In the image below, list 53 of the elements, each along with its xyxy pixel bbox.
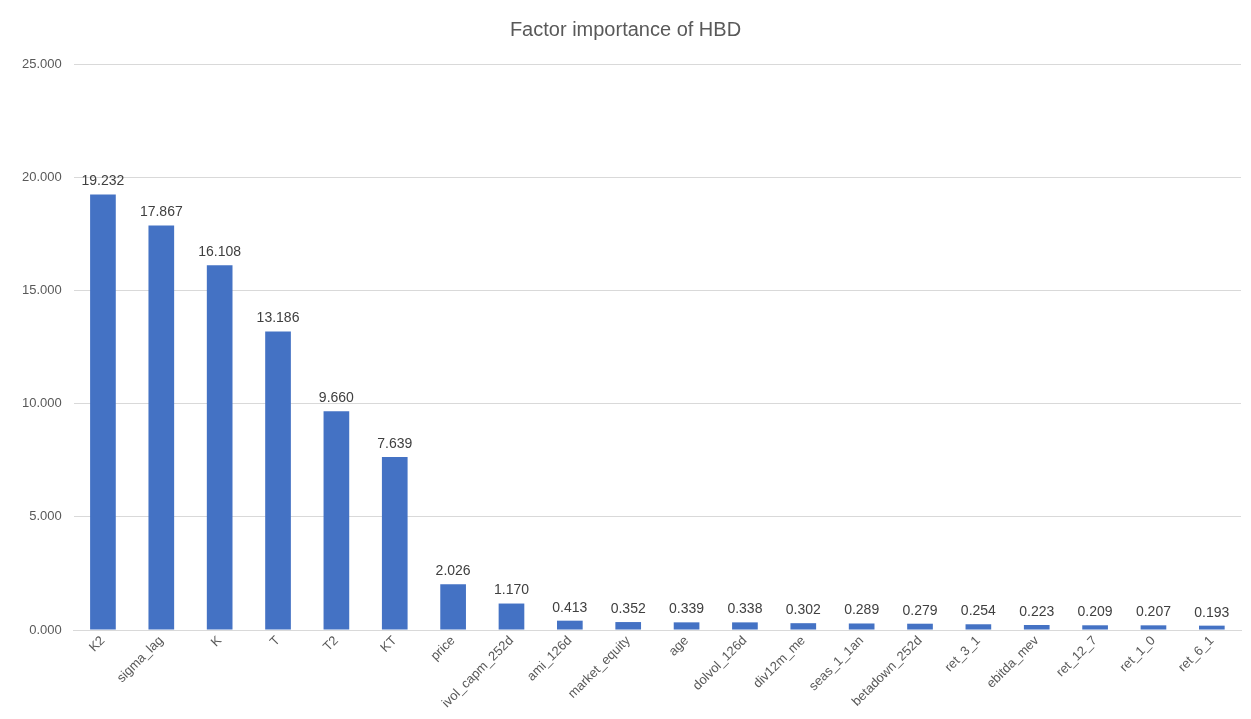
y-tick-label: 0.000 — [29, 621, 62, 637]
bar — [965, 624, 992, 630]
bar — [1140, 625, 1167, 630]
data-label: 19.232 — [81, 172, 125, 189]
bar — [848, 623, 875, 630]
bar — [557, 620, 583, 630]
y-tick-label: 15.000 — [22, 281, 62, 297]
y-tick-label: 25.000 — [22, 55, 62, 71]
data-label: 0.352 — [610, 599, 646, 616]
chart-title: Factor importance of HBD — [509, 17, 742, 40]
data-label: 0.254 — [960, 602, 997, 619]
x-tick-label: T — [266, 632, 283, 649]
bar — [265, 331, 291, 630]
data-label: 7.639 — [377, 434, 413, 451]
data-label: 0.289 — [844, 601, 880, 618]
bar — [615, 622, 642, 630]
data-label: 0.223 — [1019, 602, 1055, 619]
bar — [1082, 625, 1108, 630]
data-label: 9.660 — [318, 389, 355, 406]
bar — [206, 265, 233, 630]
x-tick-label: T2 — [319, 632, 342, 654]
bar — [1023, 624, 1050, 630]
x-tick-label: K2 — [85, 632, 108, 655]
data-label: 0.207 — [1135, 603, 1172, 620]
data-label: 16.108 — [198, 243, 242, 260]
data-label: 0.193 — [1194, 603, 1230, 620]
bar — [323, 411, 350, 630]
y-tick-label: 10.000 — [22, 395, 62, 411]
data-label: 0.338 — [727, 600, 763, 617]
data-label: 2.026 — [435, 562, 471, 579]
bar — [732, 622, 758, 630]
bar — [1198, 625, 1225, 630]
data-label: 0.413 — [552, 598, 588, 615]
x-tick-label: KT — [377, 632, 400, 655]
data-label: 0.339 — [669, 600, 705, 617]
x-tick-label: age — [665, 632, 692, 659]
y-tick-label: 5.000 — [29, 508, 62, 524]
bar — [907, 623, 933, 630]
bar — [381, 457, 408, 630]
data-label: 0.209 — [1077, 603, 1113, 620]
bar — [790, 623, 817, 630]
bar — [498, 603, 525, 630]
data-label: 0.302 — [785, 601, 822, 618]
bar — [673, 622, 700, 630]
y-tick-label: 20.000 — [22, 168, 62, 184]
data-label: 17.867 — [139, 203, 183, 220]
data-label: 0.279 — [902, 601, 938, 618]
bar — [440, 584, 466, 630]
bar — [90, 194, 116, 630]
data-label: 1.170 — [493, 581, 530, 598]
data-label: 13.186 — [256, 309, 300, 326]
bar — [148, 225, 175, 630]
x-tick-label: K — [207, 632, 225, 650]
